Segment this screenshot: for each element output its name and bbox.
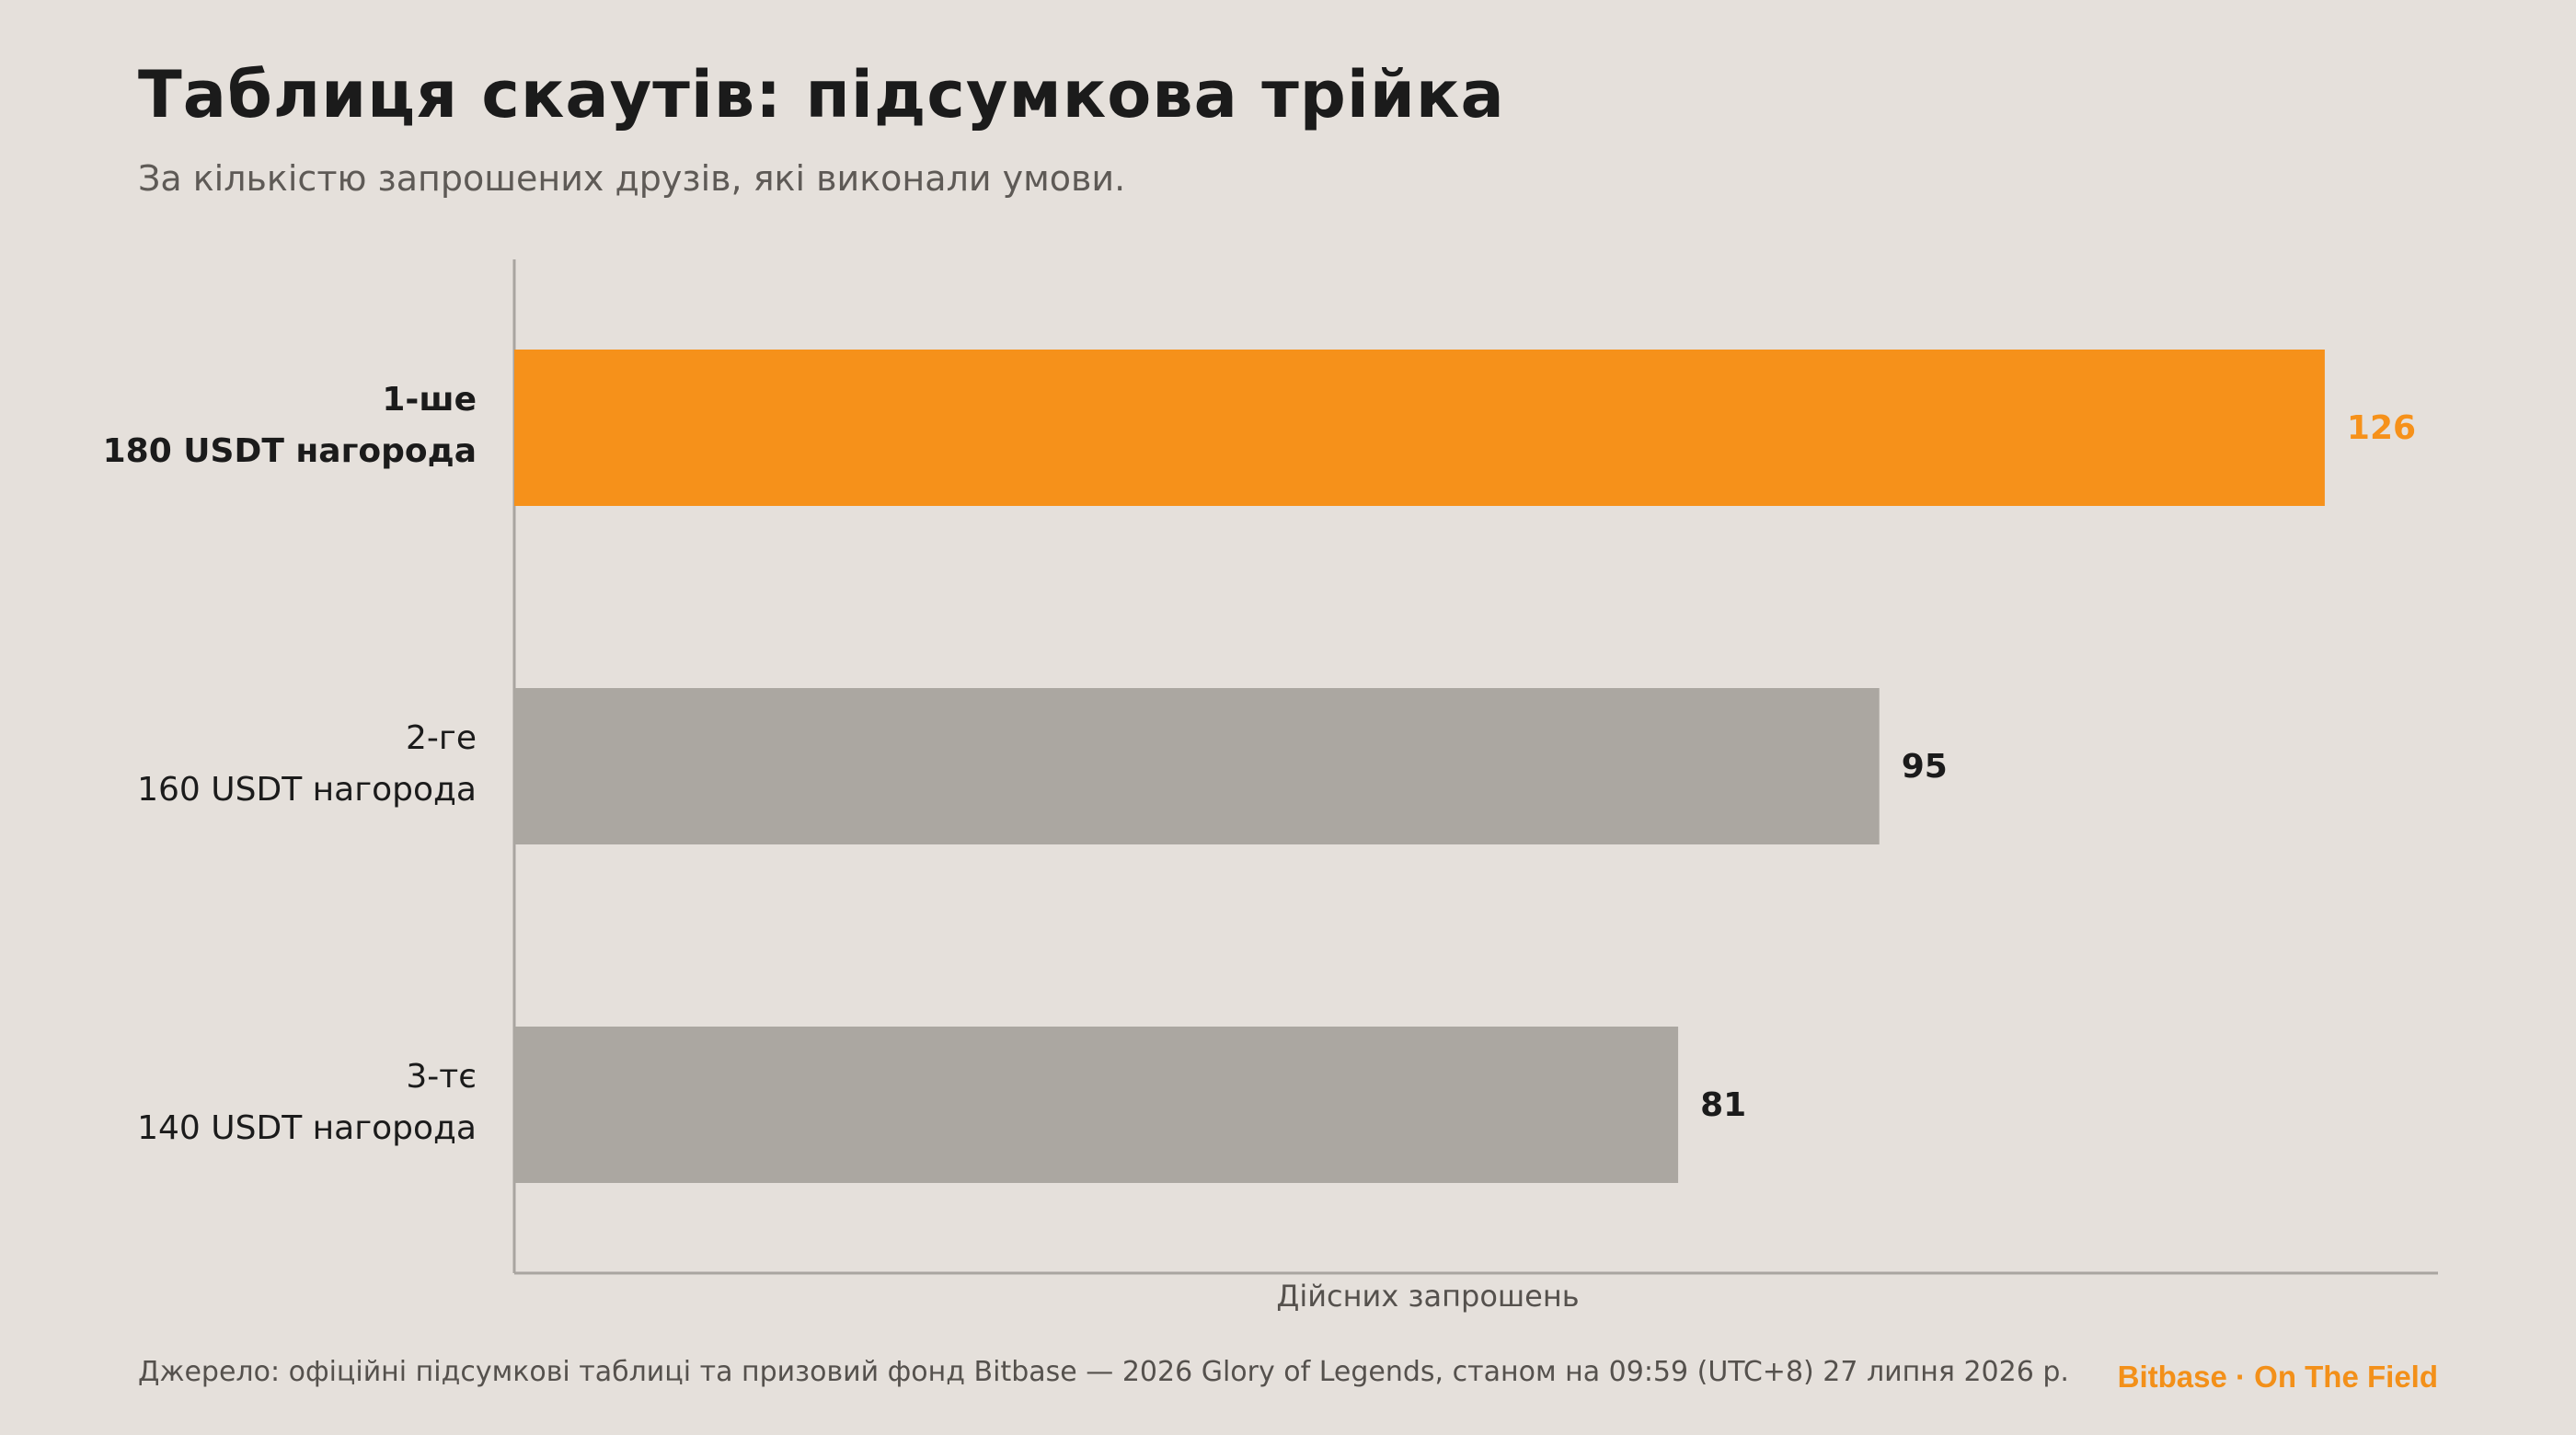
value-label-2: 95 <box>1902 748 1948 786</box>
brand-logo-text: Bitbase · On The Field <box>2117 1360 2438 1394</box>
bar-2 <box>514 688 1880 844</box>
x-axis-label: Дійсних запрошень <box>1276 1279 1579 1314</box>
category-rank-3: 3-тє <box>406 1058 477 1096</box>
category-rank-2: 2-ге <box>406 719 477 757</box>
value-label-1: 126 <box>2347 409 2416 447</box>
source-note: Джерело: офіційні підсумкові таблиці та … <box>138 1356 2069 1388</box>
chart-title: Таблиця скаутів: підсумкова трійка <box>138 57 1505 132</box>
chart-subtitle: За кількістю запрошених друзів, які вико… <box>138 158 1126 199</box>
category-reward-2: 160 USDT нагорода <box>137 771 477 809</box>
value-label-3: 81 <box>1700 1086 1746 1124</box>
category-rank-1: 1-ше <box>382 381 477 419</box>
bar-3 <box>514 1027 1679 1183</box>
category-reward-3: 140 USDT нагорода <box>137 1109 477 1147</box>
bar-1 <box>514 350 2325 506</box>
category-reward-1: 180 USDT нагорода <box>103 432 477 470</box>
